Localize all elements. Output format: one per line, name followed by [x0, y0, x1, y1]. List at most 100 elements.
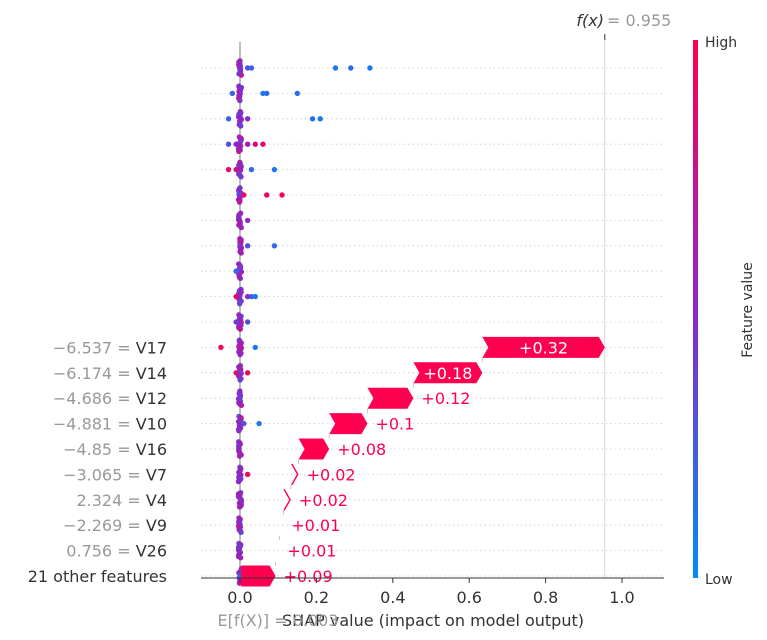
beeswarm-point [237, 555, 244, 561]
beeswarm-point [238, 529, 244, 536]
feature-value-text: −2.269 = [63, 516, 146, 535]
beeswarm-point [279, 192, 285, 198]
beeswarm-point [252, 344, 258, 351]
waterfall-value-label: +0.1 [375, 415, 414, 434]
feature-label: −4.881 = V10 [53, 415, 167, 434]
waterfall-arrow-v7 [290, 463, 299, 485]
beeswarm-point [229, 90, 236, 97]
beeswarm-point [252, 293, 258, 300]
feature-name: V7 [146, 465, 167, 484]
base-value-label: E[f(X)] = 0.003 [217, 611, 338, 630]
beeswarm-point [248, 166, 255, 173]
feature-name: V14 [136, 364, 167, 383]
waterfall-arrow-v16 [298, 438, 330, 460]
beeswarm-point [241, 192, 247, 198]
beeswarm-point [244, 217, 251, 224]
beeswarm-point [238, 72, 245, 78]
beeswarm-point [233, 268, 239, 274]
feature-value-text: 2.324 = [76, 491, 145, 510]
beeswarm-point [238, 402, 245, 409]
x-tick-label: 0.6 [456, 588, 481, 607]
waterfall-value-label: +0.02 [307, 465, 356, 484]
beeswarm-point [238, 123, 244, 129]
feature-labels: −6.537 = V17−6.174 = V14−4.686 = V12−4.8… [28, 338, 167, 586]
beeswarm-point [237, 275, 243, 282]
feature-name: V26 [136, 542, 167, 561]
waterfall-value-label: +0.02 [299, 491, 348, 510]
feature-name: V17 [136, 338, 167, 357]
beeswarm-point [244, 141, 251, 147]
beeswarm-point [237, 377, 243, 383]
feature-name: V9 [146, 516, 167, 535]
feature-label: −3.065 = V7 [63, 465, 167, 484]
feature-name: V12 [136, 389, 167, 408]
beeswarm [218, 58, 373, 586]
beeswarm-point [236, 428, 242, 434]
waterfall-arrow-v12 [367, 387, 414, 409]
feature-name: V16 [136, 440, 167, 459]
beeswarm-point [244, 116, 251, 122]
beeswarm-point [233, 319, 239, 325]
beeswarm-point [244, 243, 251, 249]
colorbar: High Low Feature value [693, 35, 756, 588]
x-tick-label: 0.4 [380, 588, 405, 607]
beeswarm-point [252, 141, 258, 147]
beeswarm-point [218, 344, 224, 351]
beeswarm-point [236, 580, 243, 586]
beeswarm-point [317, 116, 323, 122]
x-tick-label: 0.0 [227, 588, 252, 607]
feature-value-text: −4.85 = [63, 440, 136, 459]
beeswarm-point [264, 90, 270, 97]
waterfall-value-label: +0.09 [284, 567, 333, 586]
beeswarm-point [233, 141, 239, 147]
beeswarm-point [236, 453, 243, 459]
beeswarm-point [237, 97, 243, 104]
colorbar-high-label: High [705, 35, 737, 51]
beeswarm-point [225, 166, 232, 173]
beeswarm-point [237, 326, 243, 332]
colorbar-low-label: Low [705, 572, 733, 588]
beeswarm-point [236, 199, 243, 205]
beeswarm-point [233, 370, 239, 376]
beeswarm-point [248, 65, 255, 71]
feature-name: 21 other features [28, 567, 167, 586]
waterfall-arrow-21-other-features [241, 565, 276, 587]
feature-label: 0.756 = V26 [66, 542, 167, 561]
beeswarm-point [244, 65, 251, 71]
beeswarm-point [236, 504, 243, 510]
waterfall-value-label: +0.08 [337, 440, 386, 459]
beeswarm-point [238, 224, 244, 231]
feature-value-text: −4.686 = [53, 389, 136, 408]
colorbar-gradient [693, 40, 698, 578]
beeswarm-point [233, 166, 239, 173]
feature-name: V4 [146, 491, 167, 510]
waterfall-arrow-v4 [283, 489, 291, 511]
x-tick-label: 0.8 [533, 588, 558, 607]
waterfall-value-label: +0.01 [291, 516, 340, 535]
feature-value-text: −4.881 = [53, 415, 136, 434]
beeswarm-point [235, 478, 242, 485]
waterfall-arrow-v17 [482, 336, 605, 358]
beeswarm-point [348, 65, 354, 71]
waterfall-value-label: +0.18 [423, 364, 472, 383]
beeswarm-point [236, 301, 243, 307]
x-tick-label: 1.0 [609, 588, 634, 607]
beeswarm-point [367, 65, 373, 71]
feature-label: 2.324 = V4 [76, 491, 167, 510]
beeswarm-point [236, 148, 242, 155]
beeswarm-point [271, 166, 278, 173]
row-gridlines [201, 67, 664, 577]
beeswarm-point [332, 65, 339, 71]
colorbar-title: Feature value [740, 262, 756, 358]
beeswarm-point [237, 344, 243, 351]
feature-value-text: 0.756 = [66, 542, 135, 561]
beeswarm-point [238, 174, 244, 180]
beeswarm-point [225, 116, 232, 122]
waterfall-value-label: +0.01 [287, 542, 336, 561]
feature-label: −2.269 = V9 [63, 516, 167, 535]
beeswarm-point [244, 293, 251, 300]
beeswarm-point [309, 116, 316, 122]
feature-label: −6.174 = V14 [53, 364, 167, 383]
beeswarm-point [244, 319, 251, 325]
